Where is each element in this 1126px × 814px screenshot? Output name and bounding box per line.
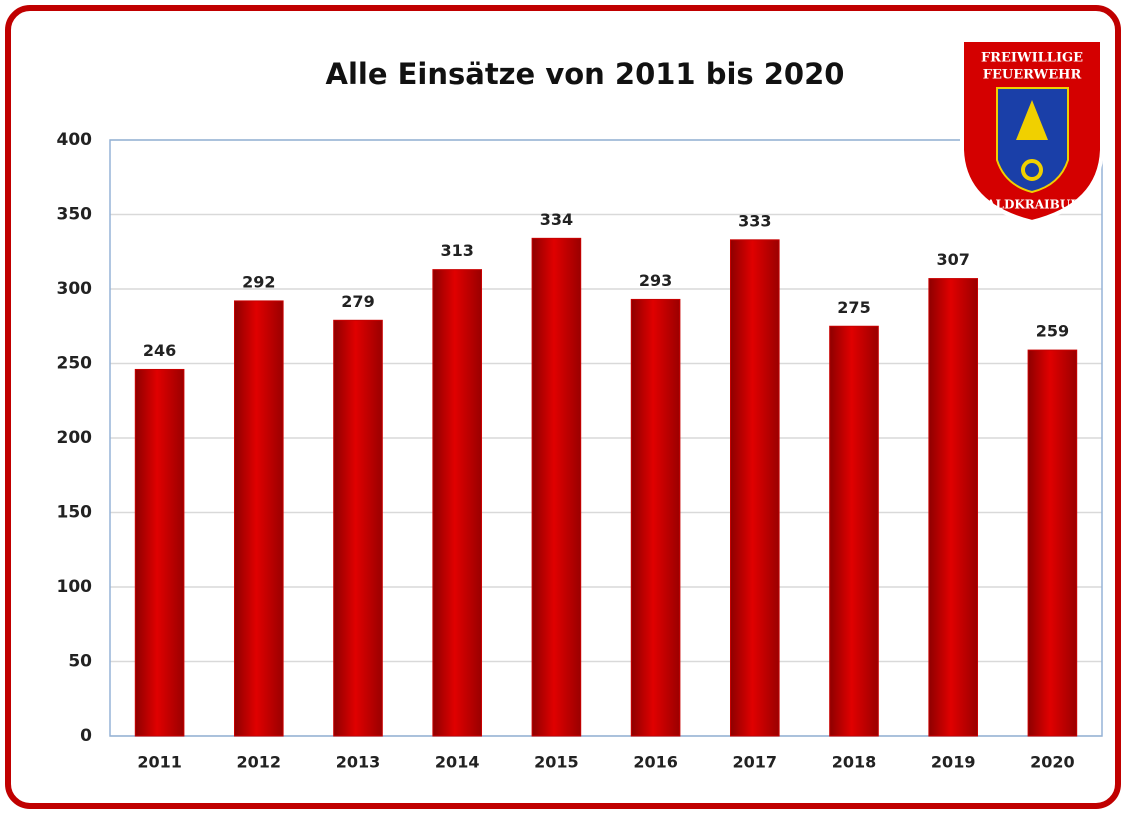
y-tick-label: 100 (57, 577, 93, 597)
bar (729, 239, 780, 737)
x-tick-label: 2013 (336, 753, 381, 772)
y-tick-label: 150 (57, 503, 93, 523)
x-tick-label: 2016 (633, 753, 678, 772)
y-tick-label: 300 (57, 279, 93, 299)
bar (1027, 349, 1078, 737)
plot-area: 0 50 100 150 200 250 300 350 400 2011 246 2012 292 20… (57, 130, 1103, 772)
data-label: 279 (341, 292, 374, 311)
x-tick-label: 2018 (832, 753, 877, 772)
data-label: 313 (440, 241, 473, 260)
y-tick-label: 50 (68, 652, 92, 672)
bar (630, 298, 681, 737)
data-label: 307 (936, 250, 969, 269)
logo-gear (1021, 159, 1043, 181)
x-tick-label: 2019 (931, 753, 976, 772)
data-label: 334 (540, 210, 573, 229)
chart-title: Alle Einsätze von 2011 bis 2020 (326, 57, 845, 91)
logo-tree (1016, 100, 1048, 140)
bar (829, 325, 879, 737)
data-label: 292 (242, 272, 275, 291)
logo-text: WALDKRAIBURG (972, 198, 1090, 212)
x-tick-label: 2011 (137, 753, 182, 772)
y-tick-label: 350 (57, 205, 93, 225)
x-tick-label: 2017 (733, 753, 778, 772)
x-tick-label: 2012 (237, 753, 282, 772)
data-label: 246 (143, 341, 176, 360)
y-tick-label: 250 (57, 354, 93, 374)
data-label: 333 (738, 211, 771, 230)
logo-text: FEUERWEHR (983, 68, 1082, 83)
bar (134, 368, 185, 737)
bar (928, 278, 979, 737)
bar (432, 269, 483, 737)
x-tick-label: 2014 (435, 753, 480, 772)
x-tick-label: 2015 (534, 753, 579, 772)
plot-border (109, 139, 1103, 737)
x-tick-label: 2020 (1030, 753, 1075, 772)
logo: FREIWILLIGE FEUERWEHR WALDKRAIBURG (960, 38, 1104, 225)
data-label: 259 (1036, 322, 1069, 341)
bar (233, 300, 284, 737)
y-tick-label: 200 (57, 428, 93, 448)
data-label: 275 (837, 298, 870, 317)
y-tick-label: 400 (57, 130, 93, 150)
bar (333, 319, 383, 737)
bar (531, 237, 582, 737)
y-tick-label: 0 (80, 726, 92, 746)
data-label: 293 (639, 271, 672, 290)
logo-text: FREIWILLIGE (981, 51, 1083, 66)
